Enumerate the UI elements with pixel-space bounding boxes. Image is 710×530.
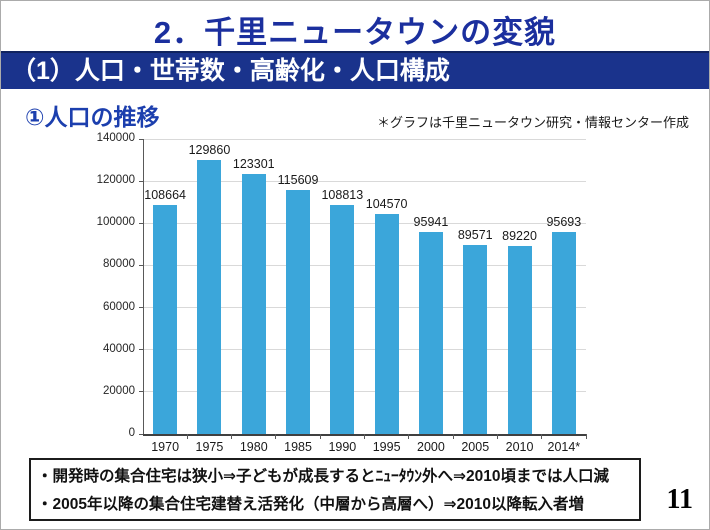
slide-title: 2．千里ニュータウンの変貌 [153,15,557,50]
x-axis-label-1975: 1975 [195,440,224,454]
gridline [143,391,586,393]
y-axis-label: 140000 [96,132,135,144]
y-axis-line [143,139,144,434]
bar-2010 [507,246,532,434]
x-axis-label-1970: 1970 [151,440,180,454]
y-axis-label: 80000 [103,258,135,271]
x-axis-line [143,434,587,436]
bar-value-label-2005: 89571 [457,228,493,243]
bar-value-label-2014: 95693 [546,215,582,230]
summary-box: ・開発時の集合住宅は狭小⇒子どもが成長するとﾆｭｰﾀｳﾝ外へ⇒2010頃までは人… [29,458,641,521]
bullet-line-2: ・2005年以降の集合住宅建替え活発化（中層から高層へ）⇒2010以降転入者増 [37,496,584,513]
bar-value-label-1980: 123301 [232,157,275,172]
y-axis-label: 0 [128,427,135,439]
y-axis-tick [139,180,143,182]
x-axis-label-1990: 1990 [328,440,357,454]
page-number: 11 [666,484,693,515]
y-axis-tick [139,222,143,224]
bar-value-label-1975: 129860 [188,143,231,158]
bar-value-label-1990: 108813 [321,187,364,202]
y-axis-label: 20000 [103,384,135,397]
y-axis-tick [139,433,143,435]
bar-value-label-2010: 89220 [502,229,537,243]
y-axis-label: 40000 [103,342,135,355]
y-axis-tick [139,391,143,393]
bar-2005 [463,245,488,434]
section-banner: （1）人口・世帯数・高齢化・人口構成 [1,51,709,89]
gridline [143,138,586,140]
bar-1980 [241,174,266,434]
bullet-line-1: ・開発時の集合住宅は狭小⇒子どもが成長するとﾆｭｰﾀｳﾝ外へ⇒2010頃までは人… [37,468,609,485]
bar-2014 [551,232,576,434]
x-axis-label-2005: 2005 [461,440,490,454]
bar-1975 [197,160,222,434]
x-axis-tick [275,434,277,439]
source-note: ＊グラフは千里ニュータウン研究・情報センター作成 [376,115,689,130]
y-axis-label: 120000 [96,174,135,187]
bar-1985 [286,190,311,434]
x-axis-label-2014: 2014* [547,440,581,454]
bar-value-label-1970: 108664 [144,188,186,203]
gridline [143,180,586,182]
gridline [143,307,586,309]
gridline [143,264,586,266]
x-axis-tick [186,434,188,439]
bar-1970 [153,205,178,434]
bar-value-label-1995: 104570 [365,196,408,211]
gridline [143,349,586,351]
x-axis-tick [585,434,587,439]
chart-heading: ①人口の推移 [25,104,160,130]
bar-value-label-1985: 115609 [277,173,319,188]
x-axis-label-2010: 2010 [505,440,534,454]
bar-value-label-2000: 95941 [413,214,449,229]
gridline [143,222,586,224]
y-axis-label: 60000 [103,300,135,313]
bar-1995 [374,213,399,434]
y-axis-tick [139,349,143,351]
x-axis-tick [496,434,498,439]
y-axis-tick [139,264,143,266]
x-axis-label-1980: 1980 [239,440,268,454]
x-axis-label-1985: 1985 [284,440,312,454]
y-axis-tick [139,307,143,309]
y-axis-label: 100000 [96,216,135,229]
x-axis-tick [541,434,543,439]
section-banner-text: （1）人口・世帯数・高齢化・人口構成 [11,57,450,85]
x-axis-label-2000: 2000 [417,440,445,454]
x-axis-label-1995: 1995 [372,440,401,454]
x-axis-tick [231,434,233,439]
x-axis-tick [364,434,365,439]
x-axis-tick [452,434,454,439]
x-axis-tick [408,434,410,439]
x-axis-tick [319,434,321,439]
bar-2000 [418,231,443,434]
bar-1990 [330,204,355,434]
y-axis-tick [139,138,143,140]
